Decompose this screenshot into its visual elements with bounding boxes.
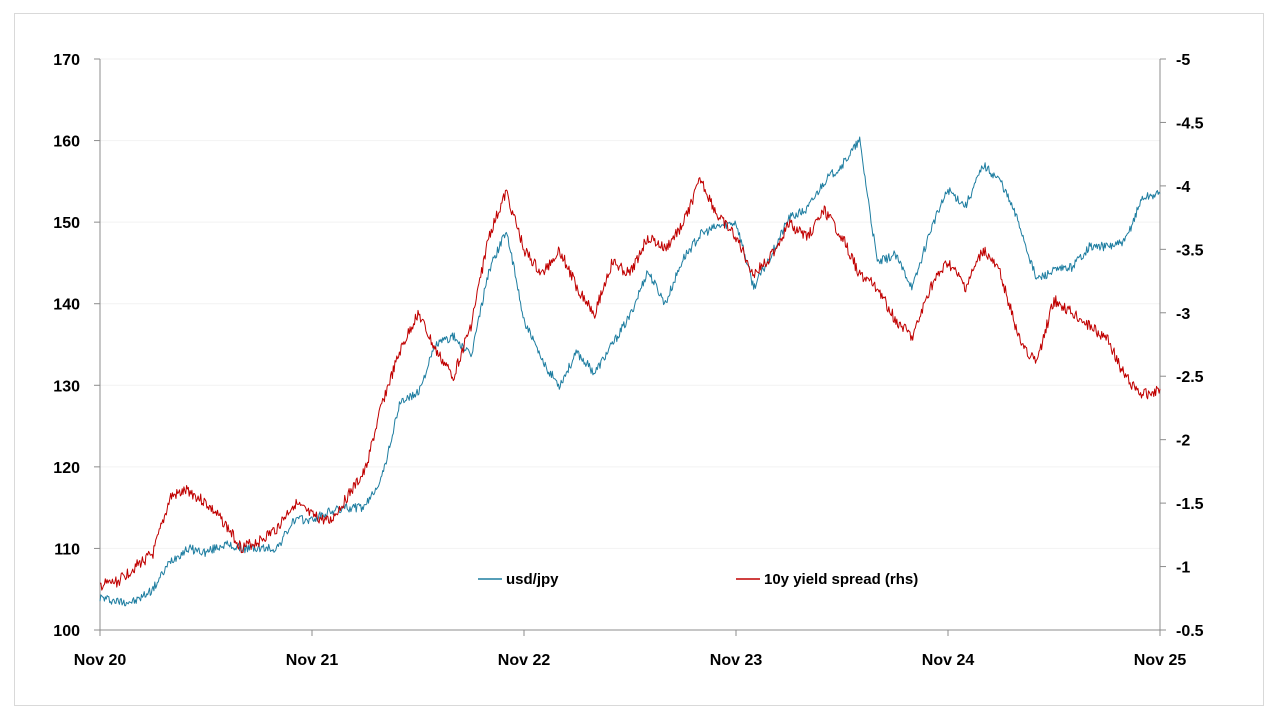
axes	[99, 59, 1161, 631]
right-tick-label: -2.5	[1176, 369, 1204, 386]
legend-label: usd/jpy	[506, 571, 559, 588]
right-tick-label: -1.5	[1176, 496, 1204, 513]
x-axis-ticks: Nov 20 Nov 21 Nov 22 Nov 23 Nov 24 Nov 25	[74, 630, 1187, 669]
x-tick-label: Nov 20	[74, 652, 127, 669]
right-tick-label: -0.5	[1176, 623, 1204, 640]
left-tick-label: 120	[53, 460, 80, 477]
x-tick-label: Nov 23	[710, 652, 763, 669]
series-line-yield-spread	[99, 177, 1161, 591]
legend-label: 10y yield spread (rhs)	[764, 571, 918, 588]
right-tick-label: -3.5	[1176, 242, 1204, 259]
right-axis-ticks: -0.5 -1 -1.5 -2 -2.5 -3 -3.5 -4 -4.5 -5	[1160, 52, 1204, 640]
left-tick-label: 170	[53, 52, 80, 69]
right-tick-label: -3	[1176, 306, 1190, 323]
right-tick-label: -4	[1176, 179, 1190, 196]
chart-frame	[14, 13, 1264, 706]
right-tick-label: -2	[1176, 433, 1190, 450]
right-tick-label: -4.5	[1176, 115, 1204, 132]
left-tick-label: 150	[53, 215, 80, 232]
left-tick-label: 140	[53, 297, 80, 314]
left-tick-label: 110	[54, 541, 80, 558]
left-tick-label: 100	[53, 623, 80, 640]
left-tick-label: 160	[53, 134, 80, 151]
x-tick-label: Nov 22	[498, 652, 551, 669]
series-layer	[99, 136, 1161, 607]
series-line-usdjpy	[99, 136, 1161, 607]
x-tick-label: Nov 21	[286, 652, 339, 669]
legend: usd/jpy 10y yield spread (rhs)	[478, 571, 918, 588]
left-tick-label: 130	[53, 378, 80, 395]
right-tick-label: -5	[1176, 52, 1190, 69]
gridlines	[100, 58, 1160, 549]
right-tick-label: -1	[1176, 560, 1190, 577]
x-tick-label: Nov 24	[922, 652, 975, 669]
x-tick-label: Nov 25	[1134, 652, 1187, 669]
left-axis-ticks: 100 110 120 130 140 150 160 170	[53, 52, 100, 640]
